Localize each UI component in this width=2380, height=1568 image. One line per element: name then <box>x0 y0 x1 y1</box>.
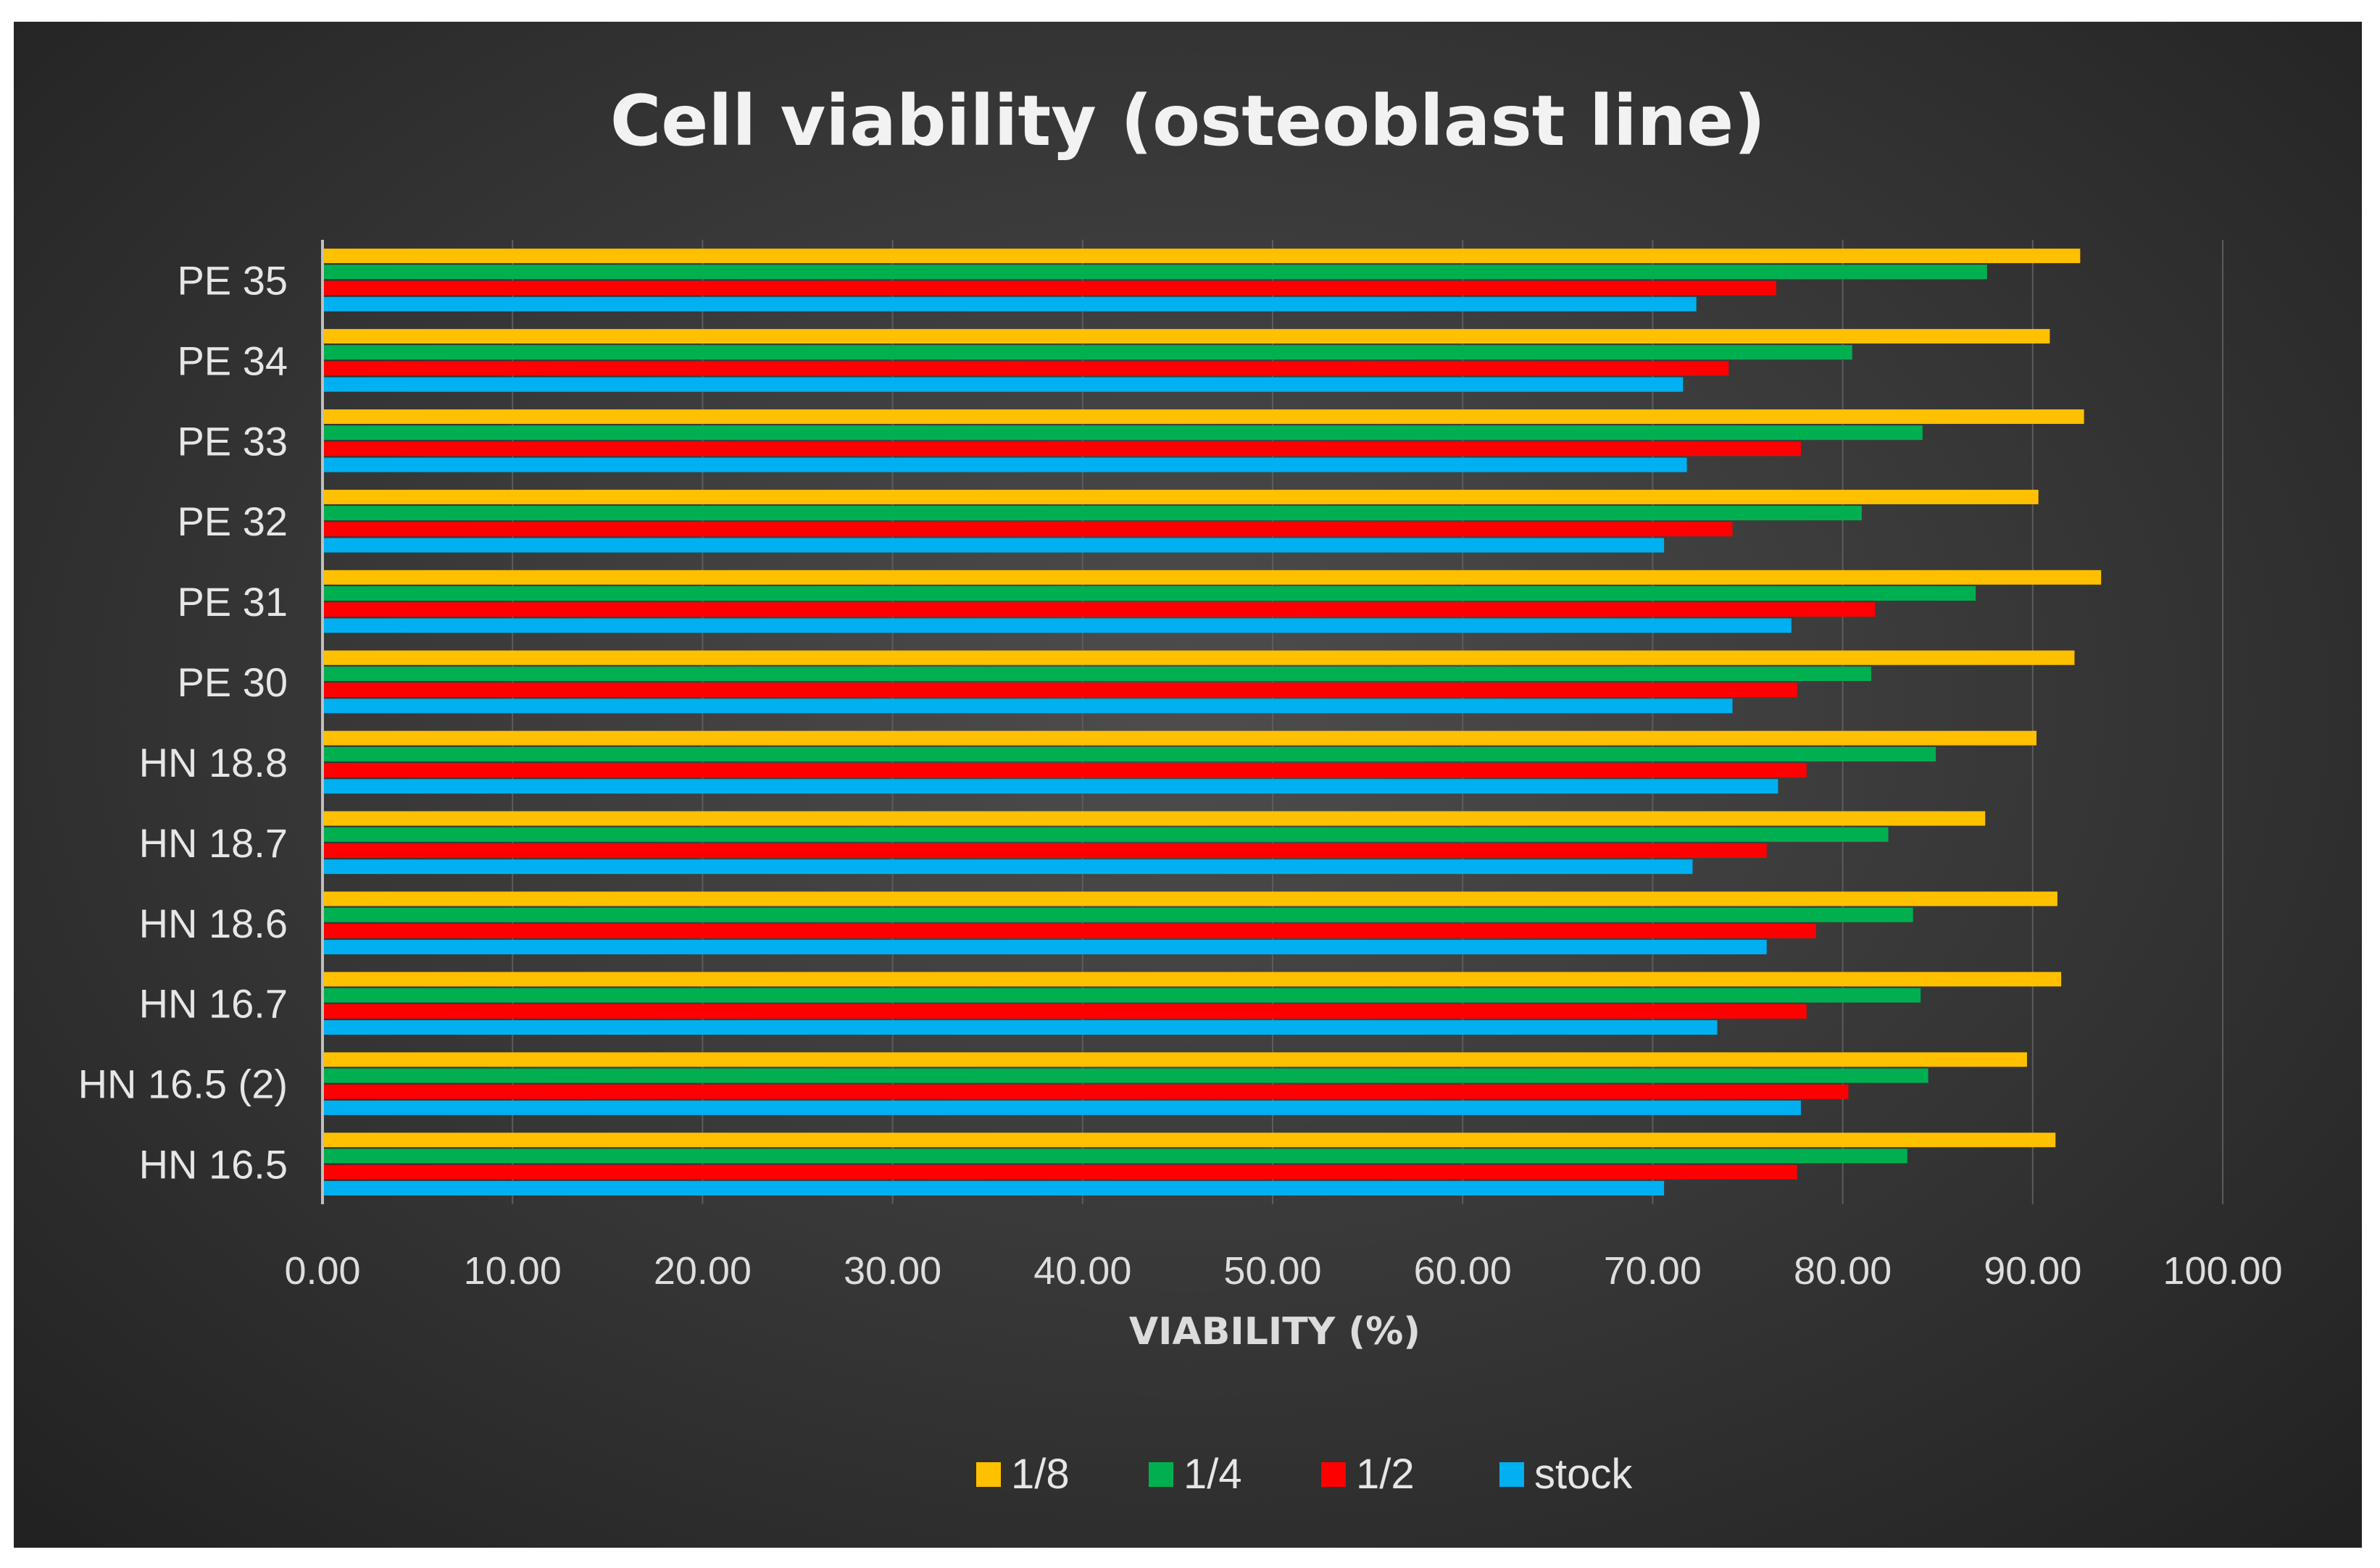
bar-1-4-pe-30 <box>323 666 1871 681</box>
bar-stock-hn-16-5-2- <box>323 1100 1801 1115</box>
x-tick-label: 50.00 <box>1223 1249 1321 1293</box>
category-label: PE 35 <box>177 257 288 303</box>
legend-swatch-1-2 <box>1321 1462 1346 1487</box>
x-tick-label: 10.00 <box>464 1249 562 1293</box>
legend-label: 1/2 <box>1356 1451 1415 1498</box>
x-tick-label: 20.00 <box>654 1249 752 1293</box>
bar-1-4-hn-16-5-2- <box>323 1068 1928 1083</box>
category-label: HN 18.6 <box>139 901 288 946</box>
legend-swatch-1-4 <box>1149 1462 1173 1487</box>
bar-1-8-pe-33 <box>323 409 2084 424</box>
bar-stock-hn-16-5 <box>323 1180 1665 1196</box>
bar-1-2-hn-16-5 <box>323 1164 1797 1180</box>
category-label: PE 31 <box>177 579 288 625</box>
bar-1-2-hn-16-7 <box>323 1004 1807 1019</box>
bar-1-4-hn-16-7 <box>323 988 1921 1003</box>
x-tick-label: 80.00 <box>1794 1249 1892 1293</box>
bar-1-4-pe-35 <box>323 264 1987 280</box>
bar-stock-hn-18-8 <box>323 779 1778 794</box>
legend-label: 1/4 <box>1183 1451 1242 1498</box>
x-axis-title: VIABILITY (%) <box>1129 1310 1420 1354</box>
x-tick-label: 60.00 <box>1414 1249 1512 1293</box>
category-label: HN 18.8 <box>139 740 288 785</box>
bar-1-8-hn-16-7 <box>323 972 2062 987</box>
bar-1-8-hn-18-7 <box>323 811 1986 826</box>
bar-stock-pe-30 <box>323 698 1733 714</box>
category-label: PE 32 <box>177 499 288 544</box>
bar-1-8-pe-35 <box>323 249 2081 264</box>
category-label: PE 30 <box>177 659 288 705</box>
category-label: HN 16.7 <box>139 981 288 1027</box>
bar-stock-hn-16-7 <box>323 1020 1718 1035</box>
bar-stock-hn-18-7 <box>323 859 1693 875</box>
x-tick-label: 100.00 <box>2163 1249 2282 1293</box>
bar-1-8-pe-32 <box>323 489 2039 504</box>
legend-label: 1/8 <box>1011 1451 1070 1498</box>
x-tick-label: 70.00 <box>1604 1249 1702 1293</box>
bar-1-8-pe-31 <box>323 570 2102 585</box>
legend-swatch-stock <box>1499 1462 1524 1487</box>
bar-1-4-hn-18-8 <box>323 746 1936 762</box>
bar-1-4-hn-16-5 <box>323 1148 1907 1164</box>
bar-stock-pe-32 <box>323 538 1665 553</box>
bar-1-2-pe-33 <box>323 441 1801 456</box>
category-label: HN 16.5 (2) <box>78 1062 288 1107</box>
bar-1-8-pe-34 <box>323 329 2050 344</box>
category-label: PE 34 <box>177 338 288 383</box>
chart-area: Cell viability (osteoblast line) PE 35 PE… <box>14 22 2362 1548</box>
bar-stock-pe-34 <box>323 377 1684 392</box>
bar-1-4-hn-18-6 <box>323 907 1913 922</box>
category-label: HN 18.7 <box>139 820 288 866</box>
category-labels: PE 35 PE 34 PE 33 PE 32 PE 31 PE 30 HN 18.8 HN … <box>78 257 288 1187</box>
bar-stock-pe-33 <box>323 457 1687 472</box>
bar-1-2-pe-30 <box>323 683 1797 698</box>
bar-1-2-pe-31 <box>323 602 1876 617</box>
bars <box>323 249 2102 1196</box>
bar-1-2-hn-18-6 <box>323 923 1816 938</box>
bar-1-8-hn-16-5 <box>323 1133 2056 1148</box>
bar-1-4-pe-31 <box>323 586 1976 601</box>
category-label: HN 16.5 <box>139 1142 288 1188</box>
bar-stock-pe-35 <box>323 296 1697 312</box>
chart-title: Cell viability (osteoblast line) <box>610 80 1765 162</box>
bar-stock-hn-18-6 <box>323 940 1767 955</box>
bar-1-4-hn-18-7 <box>323 827 1889 842</box>
bar-1-2-pe-32 <box>323 522 1733 537</box>
bar-1-2-pe-34 <box>323 361 1729 376</box>
bar-1-2-hn-16-5-2- <box>323 1084 1849 1099</box>
bar-1-8-hn-18-8 <box>323 730 2037 746</box>
x-tick-label: 40.00 <box>1033 1249 1131 1293</box>
x-tick-label: 0.00 <box>284 1249 360 1293</box>
bar-1-8-hn-16-5-2- <box>323 1052 2027 1067</box>
bar-1-2-pe-35 <box>323 280 1776 296</box>
bar-1-4-pe-32 <box>323 506 1862 521</box>
legend: 1/8 1/4 1/2 stock <box>976 1451 1633 1498</box>
bar-1-8-hn-18-6 <box>323 891 2057 906</box>
category-label: PE 33 <box>177 418 288 464</box>
legend-swatch-1-8 <box>976 1462 1001 1487</box>
bar-1-2-hn-18-7 <box>323 843 1767 858</box>
x-tick-label: 30.00 <box>844 1249 941 1293</box>
x-tick-label: 90.00 <box>1984 1249 2081 1293</box>
bar-1-8-pe-30 <box>323 650 2075 665</box>
bar-1-4-pe-34 <box>323 345 1852 360</box>
x-axis-ticks: 0.00 10.00 20.00 30.00 40.00 50.00 60.00 70.00 8… <box>284 1249 2282 1293</box>
gridlines <box>512 240 2223 1204</box>
bar-1-4-pe-33 <box>323 425 1923 441</box>
bar-1-2-hn-18-8 <box>323 763 1807 778</box>
legend-label: stock <box>1534 1451 1633 1498</box>
bar-stock-pe-31 <box>323 618 1792 633</box>
bar-chart: Cell viability (osteoblast line) PE 35PE… <box>78 80 2283 1498</box>
